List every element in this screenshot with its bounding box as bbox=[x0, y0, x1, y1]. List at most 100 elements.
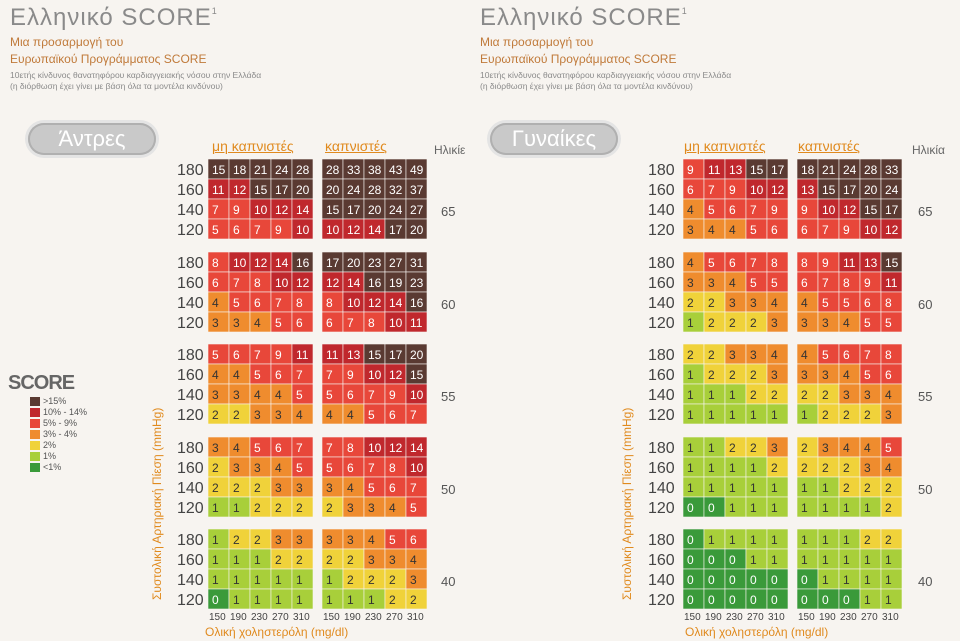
cell-value: 2 bbox=[843, 461, 850, 475]
cell-value: 12 bbox=[389, 368, 403, 382]
cell-value: 3 bbox=[212, 388, 219, 402]
cell-value: 16 bbox=[296, 256, 310, 270]
cell-value: 15 bbox=[410, 368, 424, 382]
cell-value: 2 bbox=[233, 481, 240, 495]
cell-value: 6 bbox=[326, 316, 333, 330]
cell-value: 38 bbox=[368, 163, 382, 177]
cell-value: 21 bbox=[254, 163, 268, 177]
cell-value: 6 bbox=[212, 276, 219, 290]
cell-value: 12 bbox=[296, 276, 310, 290]
cell-value: 9 bbox=[347, 368, 354, 382]
cell-value: 5 bbox=[708, 203, 715, 217]
sbp-tick-label: 180 bbox=[177, 532, 204, 549]
heatmap-cell bbox=[405, 403, 428, 425]
cell-value: 6 bbox=[347, 461, 354, 475]
cell-value: 2 bbox=[708, 368, 715, 382]
cell-value: 3 bbox=[771, 441, 778, 455]
sbp-tick-label: 160 bbox=[177, 460, 204, 477]
title-text: Ελληνικό SCORE bbox=[10, 4, 212, 31]
cell-value: 7 bbox=[822, 223, 829, 237]
cell-value: 4 bbox=[864, 441, 871, 455]
cell-value: 3 bbox=[822, 441, 829, 455]
cell-value: 1 bbox=[801, 408, 808, 422]
cell-value: 14 bbox=[389, 296, 403, 310]
cell-value: 17 bbox=[326, 256, 340, 270]
cell-value: 6 bbox=[729, 203, 736, 217]
cell-value: 8 bbox=[254, 276, 261, 290]
cell-value: 13 bbox=[864, 256, 878, 270]
cell-value: 27 bbox=[410, 203, 424, 217]
cell-value: 1 bbox=[233, 573, 240, 587]
cell-value: 0 bbox=[771, 593, 778, 607]
sbp-tick-label: 140 bbox=[177, 572, 204, 589]
cell-value: 2 bbox=[708, 348, 715, 362]
cell-value: 4 bbox=[708, 223, 715, 237]
cell-value: 1 bbox=[729, 533, 736, 547]
heatmap-cell bbox=[766, 496, 789, 518]
cell-value: 5 bbox=[822, 348, 829, 362]
cell-value: 12 bbox=[254, 256, 268, 270]
cell-value: 3 bbox=[326, 533, 333, 547]
cell-value: 1 bbox=[347, 593, 354, 607]
cell-value: 1 bbox=[254, 593, 261, 607]
legend-swatch bbox=[30, 463, 40, 473]
cell-value: 1 bbox=[233, 501, 240, 515]
cell-value: 5 bbox=[750, 276, 757, 290]
cell-value: 1 bbox=[843, 501, 850, 515]
cell-value: 3 bbox=[750, 296, 757, 310]
cholesterol-tick-label: 150 bbox=[684, 612, 701, 623]
cell-value: 15 bbox=[368, 348, 382, 362]
cell-value: 12 bbox=[389, 441, 403, 455]
cell-value: 2 bbox=[708, 296, 715, 310]
cell-value: 20 bbox=[368, 203, 382, 217]
cell-value: 19 bbox=[389, 276, 403, 290]
cell-value: 0 bbox=[801, 593, 808, 607]
cell-value: 0 bbox=[687, 533, 694, 547]
cell-value: 3 bbox=[687, 276, 694, 290]
age-label: 65 bbox=[441, 204, 455, 219]
cholesterol-tick-label: 310 bbox=[293, 612, 310, 623]
cell-value: 1 bbox=[687, 461, 694, 475]
sbp-tick-label: 120 bbox=[648, 500, 675, 517]
cell-value: 2 bbox=[864, 533, 871, 547]
cell-value: 10 bbox=[410, 388, 424, 402]
cell-value: 7 bbox=[275, 296, 282, 310]
cell-value: 2 bbox=[822, 408, 829, 422]
cell-value: 3 bbox=[275, 533, 282, 547]
cell-value: 4 bbox=[389, 501, 396, 515]
cell-value: 4 bbox=[729, 276, 736, 290]
cell-value: 4 bbox=[275, 461, 282, 475]
cell-value: 15 bbox=[212, 163, 226, 177]
cell-value: 3 bbox=[275, 408, 282, 422]
cell-value: 28 bbox=[296, 163, 310, 177]
cell-value: 17 bbox=[771, 163, 785, 177]
cell-value: 4 bbox=[843, 441, 850, 455]
legend-swatch bbox=[30, 408, 40, 418]
cell-value: 1 bbox=[843, 573, 850, 587]
title-footnote: 1 bbox=[681, 6, 688, 16]
legend-label: 10% - 14% bbox=[43, 407, 88, 417]
cell-value: 3 bbox=[771, 316, 778, 330]
cell-value: 2 bbox=[771, 461, 778, 475]
legend-title: SCORE bbox=[8, 372, 75, 394]
cell-value: 3 bbox=[729, 348, 736, 362]
cell-value: 2 bbox=[347, 553, 354, 567]
heatmap-cell bbox=[880, 588, 903, 610]
cell-value: 2 bbox=[389, 593, 396, 607]
sbp-tick-label: 160 bbox=[648, 367, 675, 384]
cell-value: 10 bbox=[368, 441, 382, 455]
smoker-header-women: καπνιστές bbox=[798, 138, 860, 154]
cell-value: 2 bbox=[326, 553, 333, 567]
sbp-tick-label: 140 bbox=[177, 387, 204, 404]
cell-value: 3 bbox=[864, 388, 871, 402]
cell-value: 0 bbox=[687, 573, 694, 587]
sbp-tick-label: 140 bbox=[177, 480, 204, 497]
heatmap-cell bbox=[766, 218, 789, 240]
cell-value: 15 bbox=[885, 256, 899, 270]
cell-value: 23 bbox=[368, 256, 382, 270]
sbp-tick-label: 180 bbox=[177, 440, 204, 457]
cell-value: 12 bbox=[368, 296, 382, 310]
cell-value: 21 bbox=[822, 163, 836, 177]
women-label: Γυναίκες bbox=[490, 123, 618, 155]
sbp-tick-label: 120 bbox=[177, 407, 204, 424]
